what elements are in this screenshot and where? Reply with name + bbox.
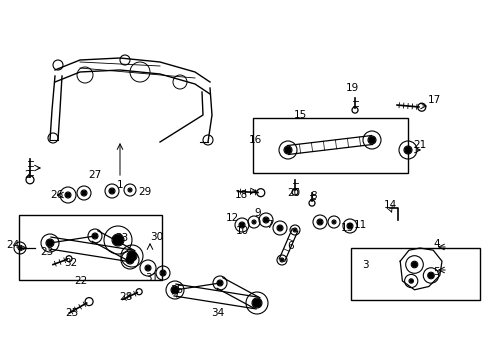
Bar <box>252 118 407 173</box>
Circle shape <box>129 189 131 191</box>
Text: 10: 10 <box>235 226 248 236</box>
Text: 15: 15 <box>293 110 306 120</box>
Text: 33: 33 <box>115 233 128 243</box>
Text: 9: 9 <box>254 208 261 218</box>
Circle shape <box>411 262 416 267</box>
Circle shape <box>278 226 282 230</box>
Circle shape <box>428 273 432 278</box>
Text: 32: 32 <box>64 258 78 268</box>
Text: 22: 22 <box>74 276 87 286</box>
Text: 18: 18 <box>234 190 247 200</box>
Text: 34: 34 <box>211 308 224 318</box>
Text: 24: 24 <box>6 240 20 250</box>
Text: 11: 11 <box>353 220 366 230</box>
Text: 12: 12 <box>225 213 238 223</box>
Circle shape <box>113 235 123 245</box>
Circle shape <box>285 147 290 153</box>
Circle shape <box>47 240 53 246</box>
Circle shape <box>281 259 283 261</box>
Bar <box>19 215 162 280</box>
Text: 7: 7 <box>265 220 272 230</box>
Circle shape <box>82 191 86 195</box>
Circle shape <box>332 221 334 223</box>
Circle shape <box>93 234 97 238</box>
Circle shape <box>317 220 321 224</box>
Circle shape <box>172 287 178 293</box>
Text: 27: 27 <box>88 170 102 180</box>
Text: 13: 13 <box>340 223 353 233</box>
Circle shape <box>409 280 411 282</box>
Text: 6: 6 <box>287 241 294 251</box>
Bar <box>350 248 479 300</box>
Circle shape <box>264 218 267 222</box>
Text: 17: 17 <box>427 95 440 105</box>
Text: 14: 14 <box>383 200 396 210</box>
Circle shape <box>404 147 410 153</box>
Text: 19: 19 <box>345 83 358 93</box>
Circle shape <box>161 271 164 275</box>
Text: 1: 1 <box>117 180 123 190</box>
Circle shape <box>19 247 21 249</box>
Text: 20: 20 <box>287 188 300 198</box>
Text: 29: 29 <box>138 187 151 197</box>
Circle shape <box>128 252 136 260</box>
Text: 35: 35 <box>170 285 183 295</box>
Circle shape <box>368 137 374 143</box>
Text: 3: 3 <box>361 260 367 270</box>
Text: 25: 25 <box>65 308 79 318</box>
Text: 5: 5 <box>433 267 439 277</box>
Circle shape <box>293 229 295 231</box>
Text: 30: 30 <box>150 232 163 242</box>
Text: 26: 26 <box>50 190 63 200</box>
Circle shape <box>347 224 351 228</box>
Circle shape <box>127 257 133 263</box>
Text: 28: 28 <box>119 292 132 302</box>
Circle shape <box>252 299 261 307</box>
Text: 31: 31 <box>145 273 158 283</box>
Text: 8: 8 <box>310 191 317 201</box>
Circle shape <box>66 193 70 197</box>
Circle shape <box>218 281 222 285</box>
Text: 21: 21 <box>412 140 426 150</box>
Circle shape <box>110 189 114 193</box>
Text: 16: 16 <box>248 135 261 145</box>
Circle shape <box>146 266 150 270</box>
Text: 2: 2 <box>24 170 31 180</box>
Text: 4: 4 <box>433 239 439 249</box>
Circle shape <box>252 221 254 223</box>
Text: 23: 23 <box>41 247 54 257</box>
Circle shape <box>240 223 244 227</box>
